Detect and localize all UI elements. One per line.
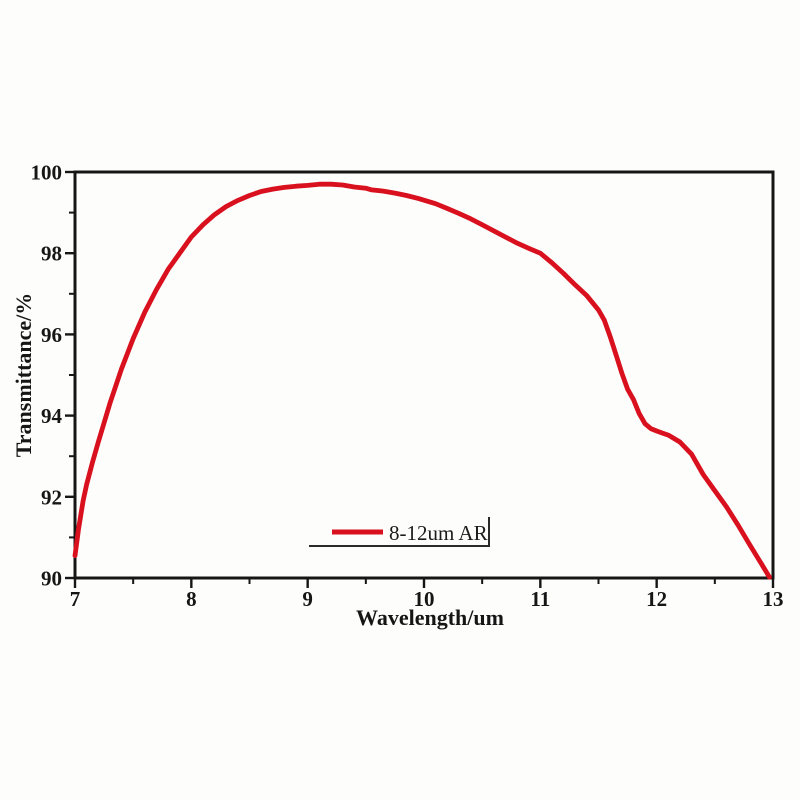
series-curve <box>72 181 772 580</box>
y-tick-label: 96 <box>41 323 62 347</box>
y-tick-label: 92 <box>41 485 62 509</box>
y-axis-title: Transmittance/% <box>11 293 36 458</box>
legend-shadow-border <box>309 517 490 547</box>
legend-label: 8-12um AR <box>389 521 488 545</box>
y-tick-label: 100 <box>31 161 63 185</box>
x-tick-label: 11 <box>530 587 550 611</box>
x-tick-label: 13 <box>763 587 784 611</box>
plot-generated: 7 8 9 10 11 12 13 90 92 94 96 98 100 <box>31 161 784 612</box>
x-tick-label: 7 <box>70 587 81 611</box>
y-tick-label: 98 <box>41 242 62 266</box>
legend: 8-12um AR <box>309 517 490 547</box>
x-tick-label: 10 <box>414 587 435 611</box>
x-axis-title: Wavelength/um <box>356 605 504 630</box>
plot-frame <box>73 170 775 580</box>
y-tick-label: 94 <box>41 404 63 428</box>
x-tick-label: 8 <box>186 587 197 611</box>
x-tick-label: 12 <box>646 587 667 611</box>
y-tick-label: 90 <box>41 567 62 591</box>
x-tick-label: 9 <box>302 587 313 611</box>
